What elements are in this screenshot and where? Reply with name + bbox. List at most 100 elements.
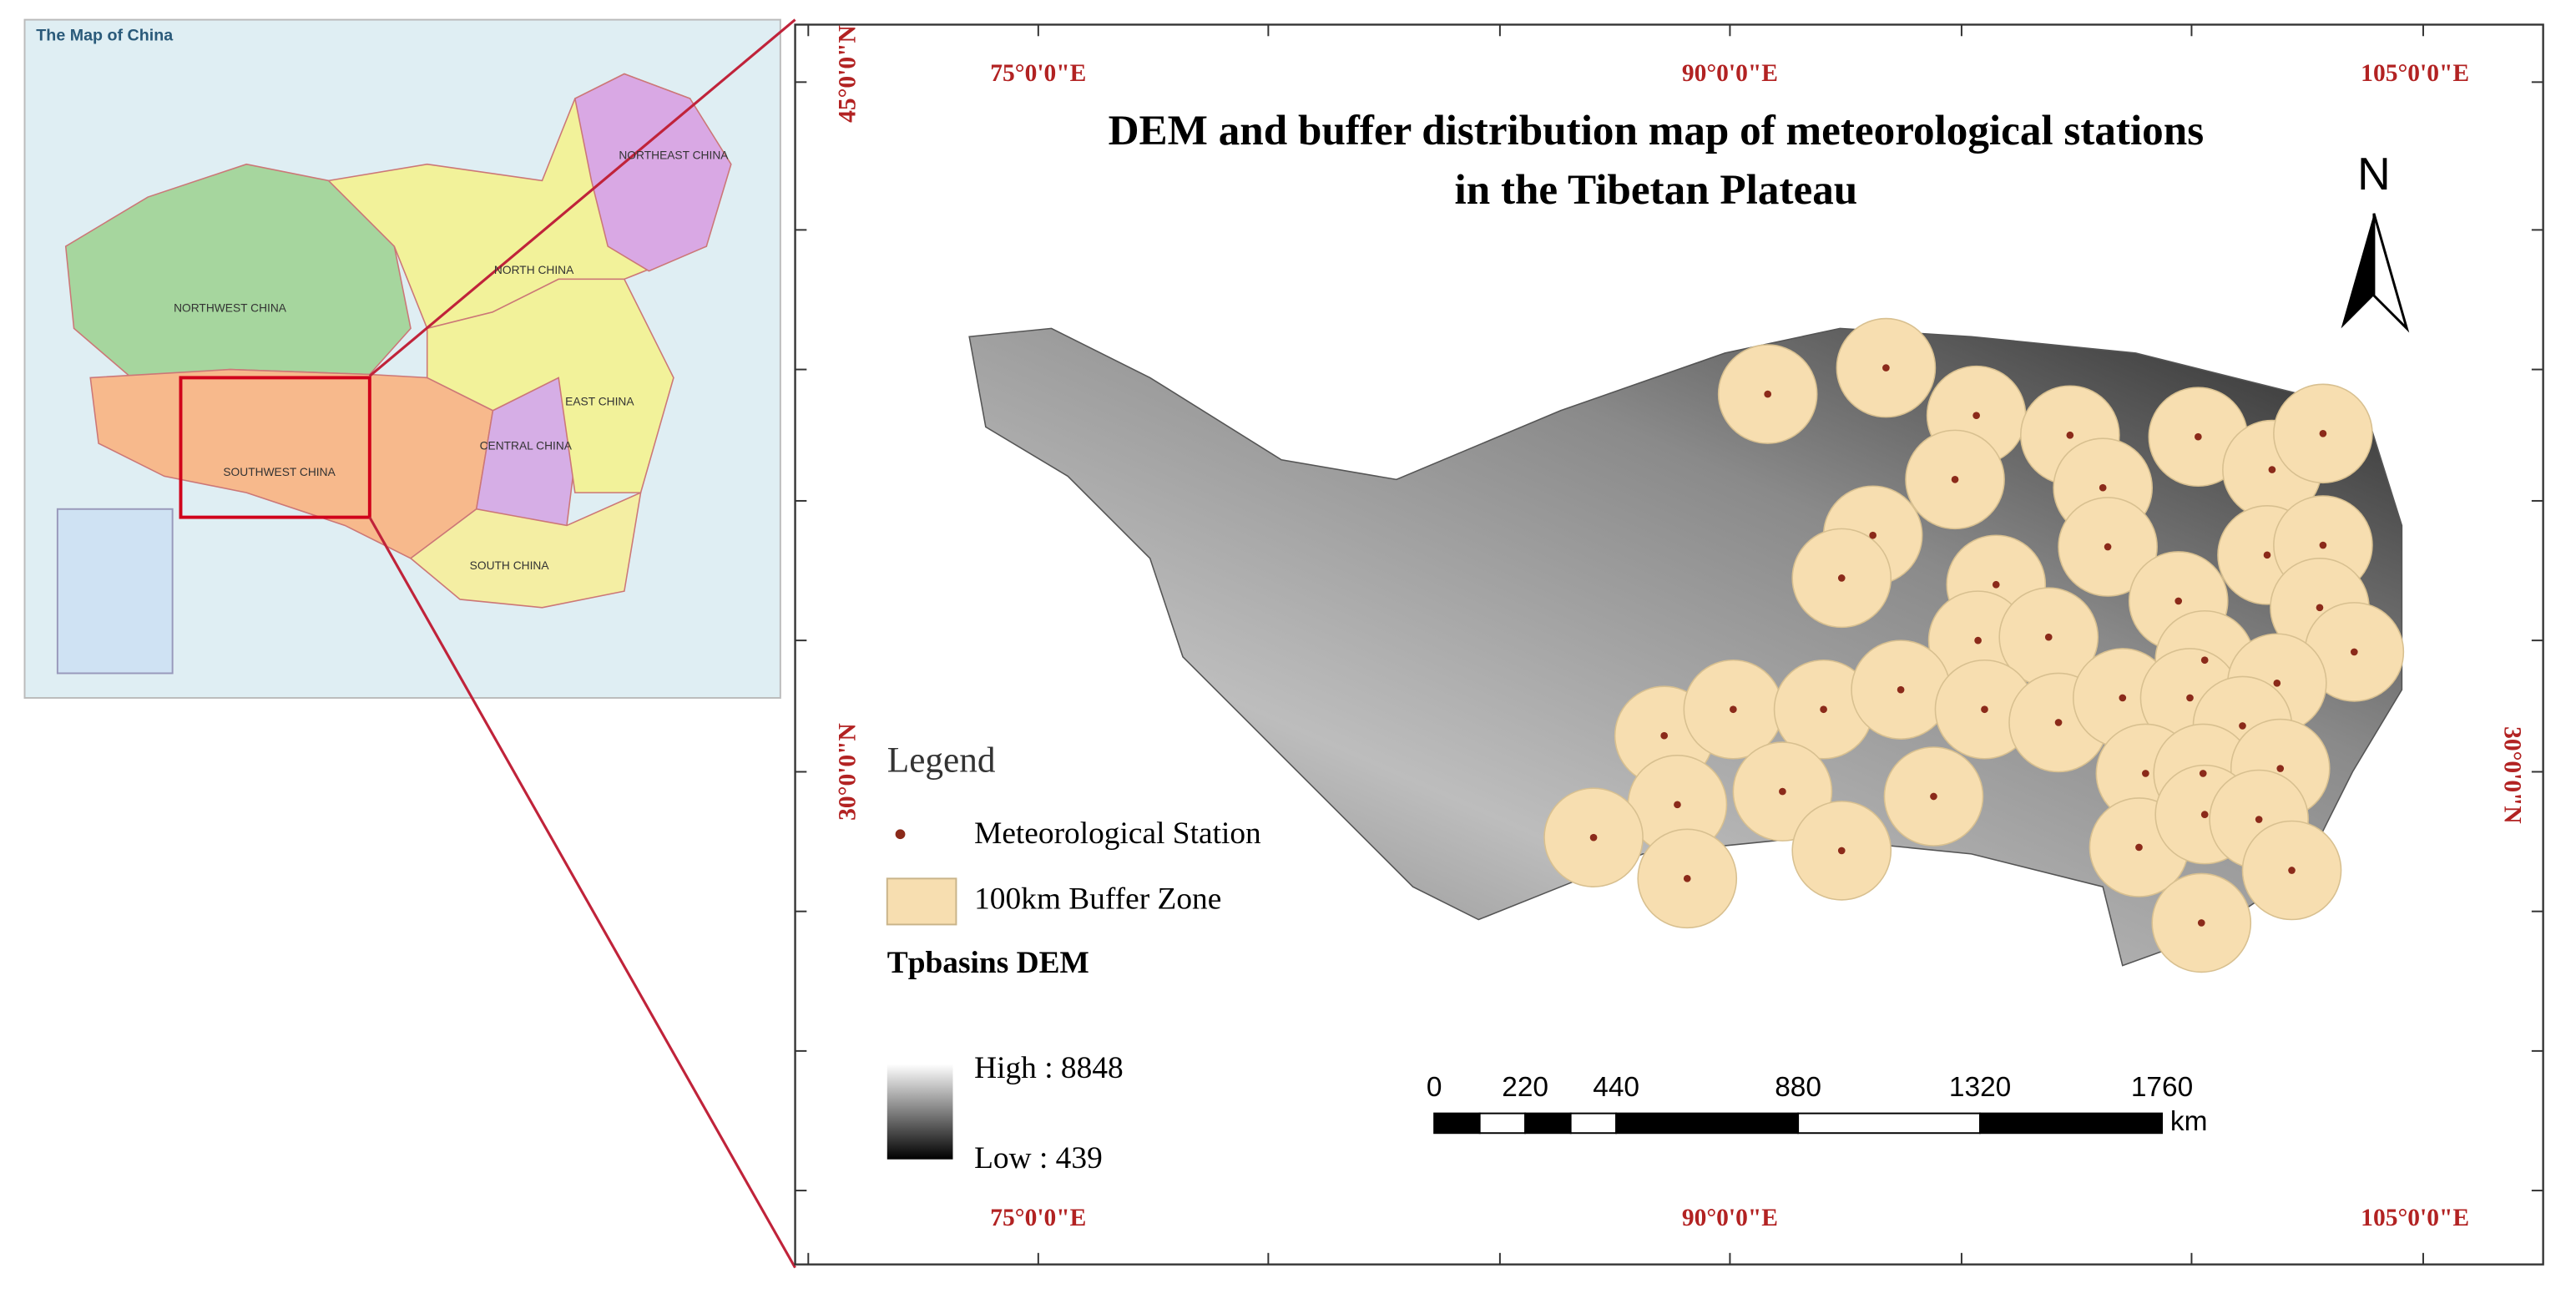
station (2288, 867, 2296, 874)
station (1660, 731, 1669, 740)
region-northwest (64, 163, 412, 379)
station (1972, 412, 1980, 419)
longitude-label: 75°0'0"E (990, 60, 1086, 87)
station (2319, 541, 2327, 549)
legend-label: Meteorological Station (974, 816, 1261, 851)
scale-label: 1320 (1949, 1072, 2011, 1103)
station (1930, 792, 1937, 801)
dem-raster (968, 327, 2403, 967)
station (2104, 543, 2112, 551)
station (2350, 648, 2358, 656)
region-label: SOUTH CHINA (470, 559, 550, 572)
station (1764, 390, 1772, 398)
legend-label: Low : 439 (974, 1141, 1103, 1175)
legend-dem-ramp (886, 1064, 953, 1160)
station (1837, 847, 1846, 855)
station (2135, 843, 2143, 852)
station (1974, 636, 1982, 644)
region-label: SOUTHWEST CHINA (223, 466, 336, 478)
north-arrow (2341, 213, 2374, 329)
latitude-label: 30°0'0"N (2499, 726, 2526, 824)
buffer-layer (1543, 317, 2405, 973)
station (1882, 364, 1890, 372)
station (2276, 765, 2285, 772)
scale-label: 880 (1775, 1072, 1821, 1103)
station (2273, 679, 2281, 687)
longitude-label: 90°0'0"E (1682, 60, 1778, 87)
scale-segment (1797, 1112, 1982, 1135)
station (1837, 574, 1846, 582)
scale-segment (1979, 1112, 2164, 1135)
station (1869, 531, 1876, 539)
station (2186, 694, 2194, 702)
station (1897, 685, 1905, 694)
inset-title: The Map of China (36, 26, 174, 44)
station (2099, 483, 2107, 492)
station (2268, 466, 2276, 473)
station (2054, 719, 2063, 726)
longitude-label: 105°0'0"E (2361, 60, 2469, 87)
longitude-label: 90°0'0"E (1682, 1205, 1778, 1231)
station (2319, 429, 2327, 437)
legend-label: 100km Buffer Zone (974, 882, 1221, 916)
latitude-label: 30°0'0"N (834, 723, 861, 821)
legend-station-symbol (895, 829, 906, 840)
station (1730, 705, 1737, 714)
region-label: NORTH CHINA (494, 264, 574, 276)
scale-label: 440 (1593, 1072, 1639, 1103)
scale-segment (1569, 1112, 1618, 1135)
legend-title: Legend (887, 741, 996, 781)
north-arrow (2372, 213, 2410, 333)
region-east (426, 278, 674, 493)
connector-line (368, 516, 796, 1269)
inset-map (23, 18, 781, 699)
text-layer: The Map of China NORTHEAST CHINA NORTH CHI… (36, 24, 2543, 1265)
region-label: NORTHWEST CHINA (174, 301, 287, 314)
station (1951, 476, 1959, 483)
station (2066, 431, 2074, 439)
station (2142, 770, 2149, 777)
region-label: EAST CHINA (565, 396, 634, 408)
map-title: in the Tibetan Plateau (1454, 166, 1857, 214)
scale-unit: km (2170, 1106, 2208, 1137)
connector-line (368, 18, 796, 377)
station (2263, 551, 2271, 559)
region-label: NORTHEAST CHINA (619, 149, 729, 162)
scale-segment (1433, 1112, 1481, 1135)
legend-buffer-symbol (886, 877, 957, 926)
latitude-label: 45°0'0"N (834, 25, 861, 123)
station (2200, 811, 2209, 818)
map-title: DEM and buffer distribution map of meteo… (1109, 107, 2205, 154)
station (2174, 597, 2183, 605)
longitude-label: 75°0'0"E (990, 1205, 1086, 1231)
scale-segment (1478, 1112, 1527, 1135)
inset-highlight (179, 376, 371, 519)
station (2199, 770, 2207, 777)
station (1589, 833, 1598, 842)
station (2255, 816, 2263, 823)
legend-label: High : 8848 (974, 1051, 1124, 1085)
region-northeast (573, 73, 732, 272)
station (1674, 801, 1681, 809)
north-label: N (2357, 148, 2391, 200)
region-label: CENTRAL CHINA (480, 440, 573, 452)
longitude-label: 105°0'0"E (2361, 1205, 2469, 1231)
scale-segment (1615, 1112, 1800, 1135)
station (2119, 694, 2127, 702)
station (2200, 656, 2209, 665)
station (2239, 722, 2246, 730)
legend-subtitle: Tpbasins DEM (887, 946, 1089, 980)
inset-south-sea (56, 508, 174, 675)
station (1992, 580, 2000, 589)
scale-segment (1524, 1112, 1572, 1135)
scale-label: 220 (1502, 1072, 1548, 1103)
station (1981, 705, 1988, 714)
scale-label: 1760 (2131, 1072, 2193, 1103)
scale-label: 0 (1427, 1072, 1442, 1103)
station (2044, 633, 2053, 641)
station (1820, 705, 1827, 714)
station (1683, 875, 1691, 882)
station (2197, 919, 2205, 927)
station (1779, 787, 1786, 796)
